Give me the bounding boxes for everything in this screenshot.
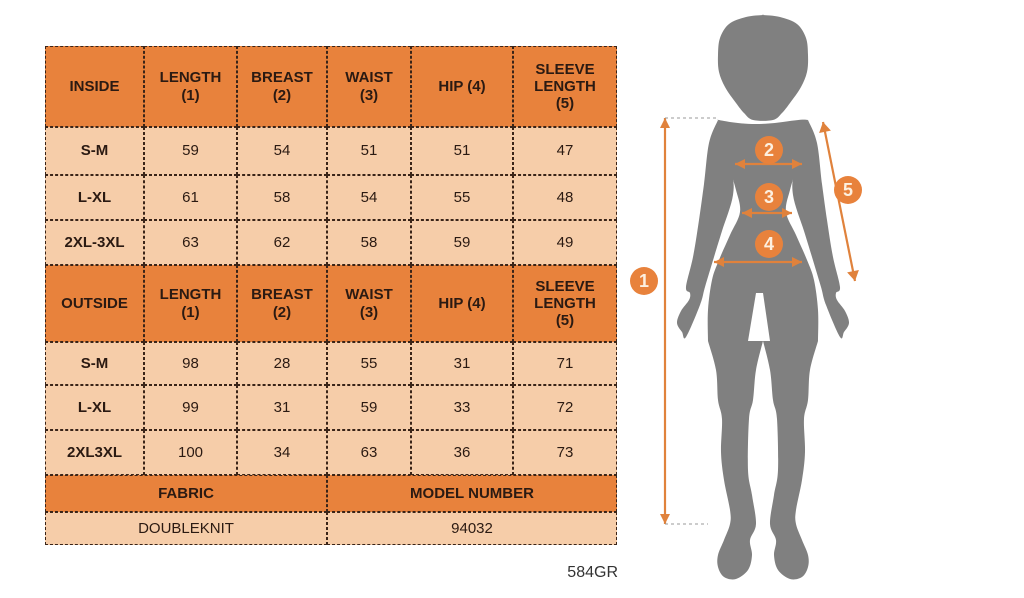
svg-text:2: 2: [764, 140, 774, 160]
svg-text:3: 3: [764, 187, 774, 207]
svg-text:1: 1: [639, 271, 649, 291]
svg-text:4: 4: [764, 234, 774, 254]
svg-text:5: 5: [843, 180, 853, 200]
